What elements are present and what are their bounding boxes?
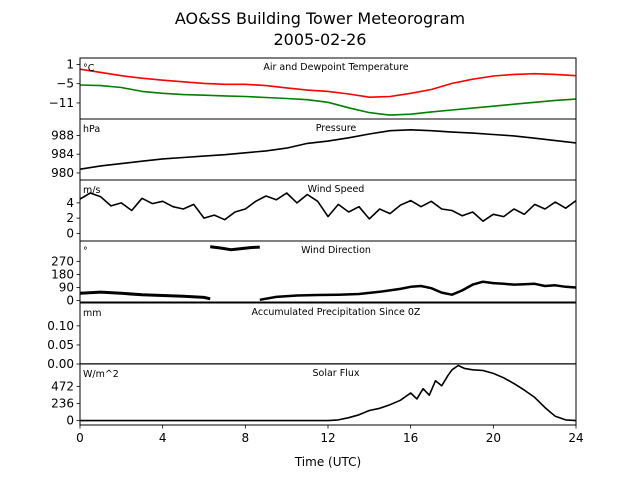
- y-tick-label: 0: [66, 414, 74, 428]
- panel-pressure: 988 984 980 hPa Pressure: [51, 118, 577, 181]
- panel-unit-label: mm: [83, 308, 102, 319]
- y-tick-label: 984: [51, 147, 74, 161]
- x-tick-label: 16: [403, 431, 418, 445]
- panel-unit-label: °: [83, 246, 88, 257]
- y-tick-label: 1: [66, 57, 74, 71]
- x-tick-label: 0: [76, 431, 84, 445]
- panel-title: Pressure: [316, 123, 357, 134]
- y-tick-label: 236: [51, 397, 74, 411]
- panel-wind_speed: 420 m/s Wind Speed: [66, 179, 577, 242]
- y-tick-label: 0: [66, 226, 74, 240]
- series-line-temp-1: [80, 84, 576, 116]
- y-tick-label: 2: [66, 211, 74, 225]
- panel-solar: 472 236 0 W/m^2 Solar Flux: [51, 363, 577, 428]
- panel-unit-label: hPa: [83, 124, 100, 135]
- x-tick-label: 4: [159, 431, 167, 445]
- y-tick-label: 270: [51, 254, 74, 268]
- series-line-wind_direction-0: [80, 290, 211, 301]
- x-tick-label: 20: [486, 431, 501, 445]
- panel-unit-label: W/m^2: [83, 369, 119, 380]
- x-axis-label: Time (UTC): [294, 455, 361, 469]
- panel-unit-label: m/s: [83, 185, 100, 196]
- panel-series-group: [80, 129, 576, 170]
- y-tick-label: 0.00: [47, 357, 74, 371]
- panel-series-group: [80, 68, 576, 116]
- x-axis: 0 4 8 12 16 20 24: [76, 425, 584, 445]
- series-line-wind_speed-0: [80, 192, 576, 222]
- panels-group: 1−5−11°C Air and Dewpoint Temperature9889…: [47, 57, 577, 428]
- x-tick-label: 12: [320, 431, 335, 445]
- panel-title: Wind Speed: [308, 184, 365, 195]
- y-tick-label: −5: [56, 77, 74, 91]
- series-line-pressure-0: [80, 129, 576, 170]
- series-line-wind_direction-1: [210, 245, 260, 252]
- panel-series-group: [80, 192, 576, 222]
- y-tick-label: 0.10: [47, 319, 74, 333]
- panel-series-group: [80, 245, 576, 302]
- y-tick-label: 472: [51, 379, 74, 393]
- panel-unit-label: °C: [83, 63, 95, 74]
- y-tick-label: 180: [51, 267, 74, 281]
- panel-title: Solar Flux: [313, 368, 360, 379]
- panel-temp: 1 −5 −11 °C Air and Dewpoint Temperature: [49, 57, 577, 120]
- panel-precip: 0.10 0.05 0.00 mm Accumulated Precipitation …: [47, 302, 577, 371]
- panel-frame: [79, 240, 577, 303]
- series-line-solar-0: [80, 364, 576, 422]
- series-line-wind_direction-2: [259, 280, 576, 302]
- panel-title: Wind Direction: [301, 245, 371, 256]
- y-tick-label: 0.05: [47, 338, 74, 352]
- y-tick-label: 980: [51, 166, 74, 180]
- series-line-temp-0: [80, 68, 576, 98]
- figure-subtitle: 2005-02-26: [274, 30, 367, 49]
- y-tick-label: 988: [51, 128, 74, 142]
- x-tick-label: 24: [568, 431, 583, 445]
- y-tick-label: −11: [49, 96, 74, 110]
- x-tick-label: 8: [242, 431, 250, 445]
- y-tick-label: 0: [66, 294, 74, 308]
- y-tick-label: 4: [66, 196, 74, 210]
- panel-title: Air and Dewpoint Temperature: [263, 62, 408, 73]
- y-tick-label: 90: [59, 280, 74, 294]
- panel-series-group: [80, 364, 576, 422]
- figure-title: AO&SS Building Tower Meteorogram: [175, 9, 465, 28]
- panel-title: Accumulated Precipitation Since 0Z: [252, 307, 421, 318]
